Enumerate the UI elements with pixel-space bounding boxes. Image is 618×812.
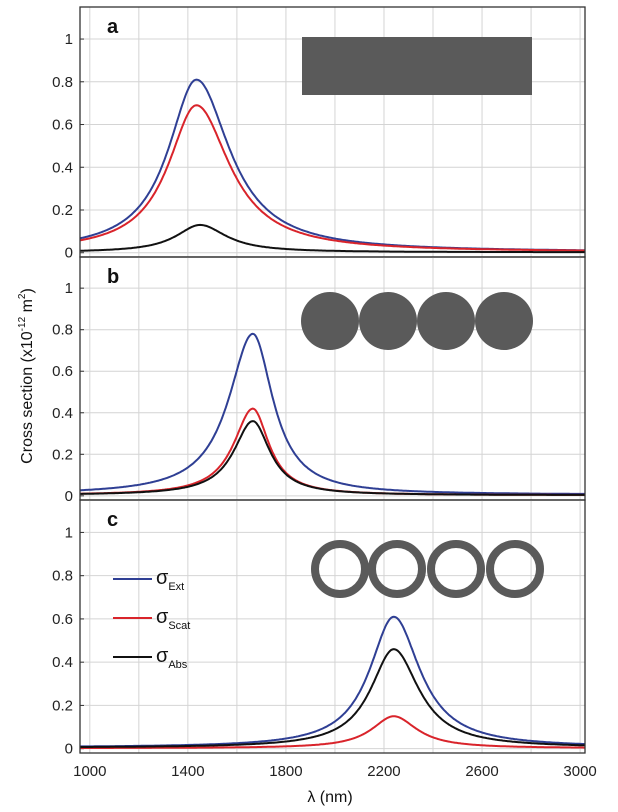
ring-shape xyxy=(486,540,544,598)
y-tick-label: 0.6 xyxy=(52,363,73,380)
series-line-abs xyxy=(80,420,585,496)
y-tick-label: 0 xyxy=(65,741,73,758)
series-line-scat xyxy=(79,104,585,252)
ring-shape xyxy=(368,540,426,598)
x-tick-label: 2200 xyxy=(367,763,400,780)
series-line-abs xyxy=(79,223,585,254)
ring-shape xyxy=(427,540,485,598)
y-tick-label: 0.8 xyxy=(52,322,73,339)
inset-shape-spheres xyxy=(301,292,533,350)
x-tick-label: 1800 xyxy=(269,763,302,780)
x-tick-label: 1000 xyxy=(73,763,106,780)
y-tick-label: 0.6 xyxy=(52,117,73,134)
panel-a: 0 0.2 0.4 0.6 0.8 1 a xyxy=(52,6,586,262)
y-axis-label: Cross section (x10-12 m2) xyxy=(17,288,36,464)
panel-c: 0 0.2 0.4 0.6 0.8 1 c xyxy=(52,499,586,758)
x-tick-label: 1400 xyxy=(171,763,204,780)
inset-shape-rod xyxy=(302,37,532,95)
y-tick-label: 1 xyxy=(65,31,73,48)
sphere-shape xyxy=(475,292,533,350)
series-line-abs xyxy=(80,648,585,748)
legend: σExt σScat σAbs xyxy=(113,567,190,671)
sphere-shape xyxy=(417,292,475,350)
x-tick-label: 2600 xyxy=(465,763,498,780)
y-tick-label: 0.2 xyxy=(52,446,73,463)
series-line-ext xyxy=(79,615,586,748)
y-tick-label: 0.8 xyxy=(52,74,73,91)
y-tick-label: 0.6 xyxy=(52,611,73,628)
legend-entry: σAbs xyxy=(156,645,188,671)
y-tick-label: 0 xyxy=(65,245,73,262)
series-line-ext xyxy=(79,78,585,252)
sphere-shape xyxy=(301,292,359,350)
series-line-scat xyxy=(80,715,585,749)
plot-frame xyxy=(79,499,586,754)
legend-entry: σScat xyxy=(156,606,190,632)
panel-label: b xyxy=(107,266,119,288)
panel-label: c xyxy=(107,509,118,531)
rod-shape xyxy=(302,37,532,95)
x-axis-label: λ (nm) xyxy=(307,789,352,806)
inset-shape-rings xyxy=(311,540,544,598)
series-line-ext xyxy=(79,332,585,495)
legend-entry: σExt xyxy=(156,567,184,593)
y-tick-label: 0.4 xyxy=(52,159,73,176)
y-tick-label: 0.8 xyxy=(52,568,73,585)
x-axis: 1000 1400 1800 2200 2600 3000 xyxy=(73,763,597,780)
y-tick-label: 0.4 xyxy=(52,654,73,671)
y-tick-label: 1 xyxy=(65,280,73,297)
ring-shape xyxy=(311,540,369,598)
y-tick-label: 0.2 xyxy=(52,697,73,714)
sphere-shape xyxy=(359,292,417,350)
panel-label: a xyxy=(107,16,119,38)
panel-b: 0 0.2 0.4 0.6 0.8 1 b xyxy=(52,256,586,505)
y-tick-label: 0.4 xyxy=(52,405,73,422)
y-tick-label: 0 xyxy=(65,488,73,505)
y-tick-label: 0.2 xyxy=(52,202,73,219)
y-tick-label: 1 xyxy=(65,524,73,541)
x-tick-label: 3000 xyxy=(563,763,596,780)
